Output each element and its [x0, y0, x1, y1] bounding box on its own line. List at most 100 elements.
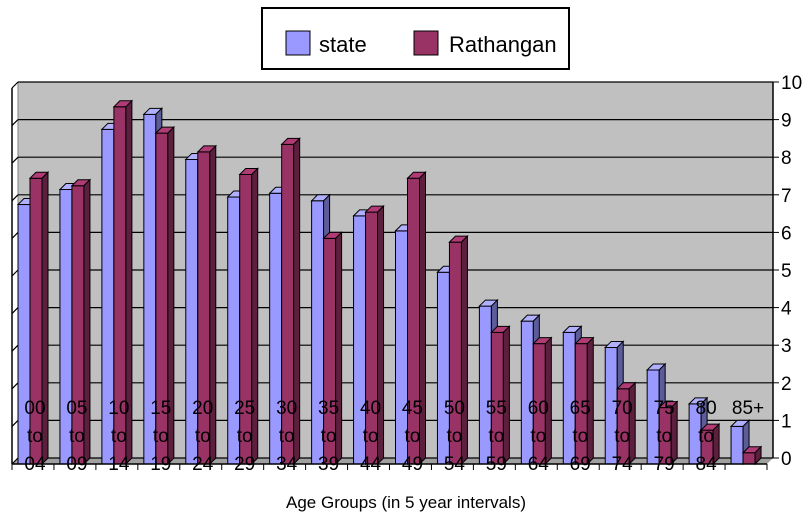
- category-label: to: [656, 426, 672, 447]
- bar-rathangan-2: [112, 99, 134, 466]
- bar-rathangan-17: [741, 445, 763, 466]
- category-label: 40: [360, 398, 381, 419]
- bar-rathangan-14: [616, 381, 637, 466]
- bar-rathangan-5: [238, 167, 259, 466]
- category-label: to: [27, 426, 43, 447]
- bars: [16, 99, 763, 466]
- category-label: to: [69, 426, 85, 447]
- category-label: to: [614, 426, 630, 447]
- category-label: to: [530, 426, 546, 447]
- bar-rathangan-10: [448, 234, 469, 466]
- y-tick-label: 5: [781, 261, 792, 282]
- gridline-depth: [11, 307, 19, 315]
- category-label: 19: [150, 454, 171, 475]
- bar-rathangan-1: [70, 178, 92, 466]
- category-label: 85+: [732, 398, 764, 419]
- y-tick-label: 0: [781, 449, 792, 470]
- y-tick-label: 10: [781, 73, 802, 94]
- category-label: to: [195, 426, 211, 447]
- y-tick-label: 7: [781, 186, 792, 207]
- category-label: 54: [444, 454, 466, 475]
- y-tick-label: 4: [781, 299, 792, 320]
- bar-rathangan-0: [28, 171, 50, 466]
- category-label: 09: [66, 454, 87, 475]
- category-label: 75: [654, 398, 675, 419]
- gridline-depth: [11, 269, 19, 277]
- category-label: 60: [528, 398, 549, 419]
- bar-rathangan-16: [699, 422, 721, 466]
- bar-rathangan-6: [280, 137, 301, 466]
- category-label: to: [237, 426, 253, 447]
- category-label: to: [446, 426, 462, 447]
- category-label: to: [153, 426, 169, 447]
- category-label: 39: [318, 454, 339, 475]
- category-label: 14: [108, 454, 130, 475]
- gridline-depth: [11, 231, 19, 239]
- gridline-depth: [11, 194, 19, 202]
- category-label: 30: [276, 398, 297, 419]
- y-tick-label: 8: [781, 148, 792, 169]
- bar-rathangan-15: [657, 400, 679, 466]
- gridline-depth: [11, 419, 19, 427]
- legend-swatch-state: [285, 30, 311, 56]
- category-label: 20: [192, 398, 213, 419]
- category-label: 44: [360, 454, 382, 475]
- bar-rathangan-11: [490, 325, 511, 466]
- legend-swatch-rathangan: [413, 30, 439, 56]
- category-label: to: [321, 426, 337, 447]
- category-label: 64: [528, 454, 550, 475]
- gridline-depth: [11, 156, 19, 164]
- category-label: 55: [486, 398, 507, 419]
- legend: state Rathangan: [261, 7, 570, 70]
- y-tick-label: 2: [781, 374, 792, 395]
- category-label: 10: [108, 398, 129, 419]
- x-axis-label: Age Groups (in 5 year intervals): [286, 493, 526, 512]
- gridline-depth: [11, 119, 19, 127]
- gridline-depth: [11, 344, 19, 352]
- bar-rathangan-9: [406, 171, 427, 466]
- category-labels: 00 to 04 05 to 09 10 to 14 15 to 19 20 to 24 25 to 29 30 to…: [24, 398, 764, 475]
- category-label: 29: [234, 454, 255, 475]
- category-label: 25: [234, 398, 255, 419]
- bar-rathangan-3: [154, 125, 176, 466]
- bar-rathangan-7: [322, 231, 343, 466]
- category-label: to: [698, 426, 714, 447]
- gridline-depth: [11, 81, 19, 89]
- category-label: 65: [570, 398, 591, 419]
- category-label: 00: [24, 398, 45, 419]
- category-label: 80: [696, 398, 717, 419]
- legend-label-rathangan: Rathangan: [449, 32, 557, 57]
- category-label: 34: [276, 454, 298, 475]
- category-label: to: [279, 426, 295, 447]
- category-label: 05: [66, 398, 87, 419]
- category-label: 35: [318, 398, 339, 419]
- y-tick-label: 3: [781, 336, 792, 357]
- category-label: 74: [612, 454, 634, 475]
- bar-rathangan-8: [364, 204, 385, 466]
- category-label: to: [363, 426, 379, 447]
- category-label: 24: [192, 454, 214, 475]
- category-label: 70: [612, 398, 633, 419]
- category-label: 50: [444, 398, 465, 419]
- category-label: 84: [696, 454, 718, 475]
- gridline-depth: [11, 457, 19, 465]
- category-label: to: [488, 426, 504, 447]
- category-label: 15: [150, 398, 171, 419]
- category-label: to: [405, 426, 421, 447]
- category-label: 59: [486, 454, 507, 475]
- legend-label-state: state: [319, 32, 367, 57]
- bar-rathangan-12: [532, 336, 553, 466]
- y-tick-label: 9: [781, 111, 792, 132]
- category-label: 69: [570, 454, 591, 475]
- y-tick-label: 6: [781, 223, 792, 244]
- category-label: 04: [24, 454, 46, 475]
- gridline-depth: [11, 382, 19, 390]
- category-label: 49: [402, 454, 423, 475]
- category-label: 45: [402, 398, 423, 419]
- category-label: to: [111, 426, 127, 447]
- category-label: to: [572, 426, 588, 447]
- y-tick-label: 1: [781, 411, 792, 432]
- category-label: 79: [654, 454, 675, 475]
